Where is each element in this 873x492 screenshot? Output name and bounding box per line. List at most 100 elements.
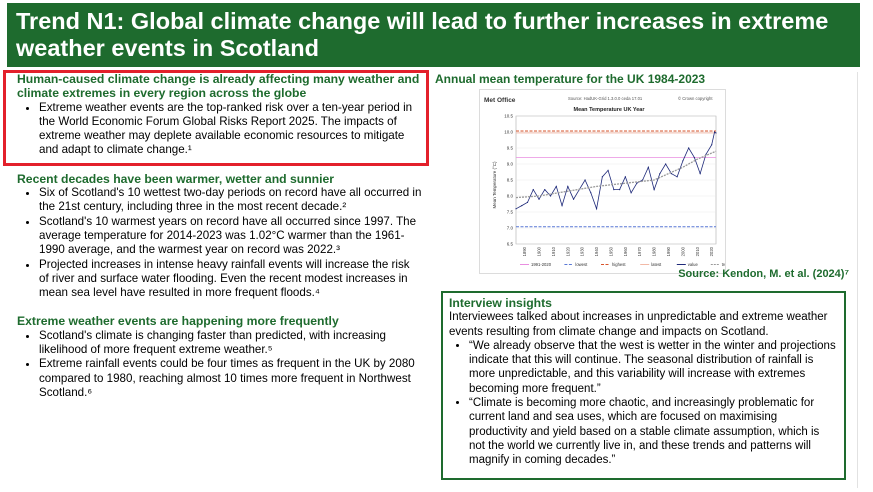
- list-item: Projected increases in intense heavy rai…: [39, 258, 422, 301]
- data-point: [601, 176, 603, 178]
- x-tick-label: 1890: [522, 246, 527, 256]
- list-item: Scotland's 10 warmest years on record ha…: [39, 215, 422, 258]
- chart-copyright: © Crown copyright: [678, 96, 713, 101]
- x-tick-label: 1940: [594, 246, 599, 256]
- data-point: [624, 176, 626, 178]
- chart-heading: Annual mean temperature for the UK 1984-…: [435, 72, 706, 86]
- y-tick-label: 8.5: [507, 178, 514, 183]
- x-tick-label: 1950: [608, 246, 613, 256]
- data-point: [693, 157, 696, 159]
- quote-list: “We already observe that the west is wet…: [449, 339, 838, 468]
- quote-item: “Climate is becoming more chaotic, and i…: [469, 396, 838, 467]
- title-banner: Trend N1: Global climate change will lea…: [7, 3, 860, 67]
- section-heading: Extreme weather events are happening mor…: [17, 314, 339, 329]
- data-point: [515, 208, 517, 210]
- y-tick-label: 7.0: [507, 226, 514, 231]
- divider: [857, 72, 858, 488]
- x-tick-label: 1960: [623, 246, 628, 256]
- y-tick-label: 10.5: [504, 114, 513, 119]
- data-point: [699, 173, 701, 175]
- highlight-list: Extreme weather events are the top-ranke…: [17, 101, 422, 158]
- data-point: [532, 189, 534, 191]
- met-office-logo: Met Office: [484, 97, 516, 104]
- x-tick-label: 1980: [652, 246, 657, 256]
- plot-area: 6.5 7.0 7.5 8.0 8.5 9.0 9.5 10.0 10.5 1890 1900 191…: [504, 114, 717, 256]
- temperature-chart: Met Office Source: HadUK-Grid 1.3.0.0 ce…: [479, 89, 732, 274]
- x-tick-label: 2000: [680, 246, 685, 256]
- data-point: [688, 147, 690, 149]
- legend-label: trend: [722, 262, 725, 267]
- highlight-heading: Human-caused climate change is already a…: [17, 72, 420, 101]
- left-column: Human-caused climate change is already a…: [17, 72, 422, 411]
- data-point: [613, 189, 615, 191]
- y-tick-label: 6.5: [507, 242, 514, 247]
- x-tick-label: 1900: [537, 246, 542, 256]
- data-point: [665, 163, 667, 165]
- data-point: [544, 189, 546, 191]
- y-tick-label: 7.5: [507, 210, 514, 215]
- data-point: [705, 153, 707, 155]
- data-point: [636, 182, 638, 184]
- interview-box: Interview insights Interviewees talked a…: [441, 291, 846, 480]
- data-point: [618, 189, 621, 191]
- y-tick-label: 8.0: [507, 194, 514, 199]
- data-point: [647, 166, 649, 168]
- chart-svg: Met Office Source: HadUK-Grid 1.3.0.0 ce…: [484, 96, 732, 267]
- chart-legend: 1991-2020 lowest highest latest value trend: [520, 262, 732, 267]
- data-point: [653, 189, 655, 191]
- y-axis-label: Mean Temperature (°C): [492, 161, 497, 208]
- x-tick-label: 2010: [695, 246, 700, 256]
- quote-item: “We already observe that the west is wet…: [469, 339, 838, 396]
- legend-label: latest: [651, 262, 662, 267]
- data-point: [607, 169, 609, 171]
- data-point: [567, 185, 569, 187]
- interview-intro: Interviewees talked about increases in u…: [449, 311, 828, 338]
- y-tick-label: 9.5: [507, 146, 514, 151]
- chart-inner-title: Mean Temperature UK Year: [573, 107, 645, 113]
- legend-label: highest: [612, 262, 626, 267]
- highlight-section: Human-caused climate change is already a…: [17, 72, 422, 158]
- legend-label: value: [688, 262, 699, 267]
- x-tick-label: 1910: [551, 246, 556, 256]
- legend-label: 1991-2020: [531, 262, 552, 267]
- list-item: Extreme rainfall events could be four ti…: [39, 357, 422, 400]
- data-point: [630, 192, 632, 194]
- data-point: [538, 198, 540, 200]
- data-point: [713, 131, 716, 133]
- warmer-wetter-section: Recent decades have been warmer, wetter …: [17, 172, 422, 301]
- data-point: [642, 179, 644, 181]
- data-point: [676, 176, 678, 178]
- data-point: [711, 144, 713, 146]
- x-tick-label: 1920: [565, 246, 570, 256]
- highlight-box: [3, 70, 429, 166]
- chart-source-line: Source: HadUK-Grid 1.3.0.0 ceda 17.01: [568, 96, 643, 101]
- data-point: [715, 132, 717, 134]
- x-tick-label: 1930: [580, 246, 585, 256]
- bullet-list: Scotland's climate is changing faster th…: [17, 329, 422, 400]
- data-point: [572, 198, 575, 200]
- data-point: [549, 195, 552, 197]
- data-point: [590, 192, 592, 194]
- data-point: [561, 205, 563, 207]
- data-point: [526, 201, 529, 203]
- x-tick-label: 1970: [637, 246, 642, 256]
- bullet-list: Six of Scotland's 10 wettest two-day per…: [17, 186, 422, 300]
- data-point: [659, 173, 661, 175]
- chart-source: Source: Kendon, M. et al. (2024)⁷: [678, 268, 849, 280]
- x-tick-label: 2020: [709, 246, 714, 256]
- data-point: [595, 208, 598, 210]
- data-point: [670, 173, 672, 175]
- data-point: [682, 160, 684, 162]
- list-item: Six of Scotland's 10 wettest two-day per…: [39, 186, 422, 215]
- list-item: Extreme weather events are the top-ranke…: [39, 101, 422, 158]
- section-heading: Recent decades have been warmer, wetter …: [17, 171, 334, 186]
- data-point: [521, 205, 523, 207]
- page-title: Trend N1: Global climate change will lea…: [16, 8, 829, 61]
- list-item: Scotland's climate is changing faster th…: [39, 329, 422, 358]
- data-point: [555, 185, 557, 187]
- y-tick-label: 9.0: [507, 162, 514, 167]
- interview-heading: Interview insights: [449, 296, 552, 310]
- series-line-trend: [515, 150, 717, 199]
- extreme-events-section: Extreme weather events are happening mor…: [17, 314, 422, 400]
- y-tick-label: 10.0: [504, 130, 513, 135]
